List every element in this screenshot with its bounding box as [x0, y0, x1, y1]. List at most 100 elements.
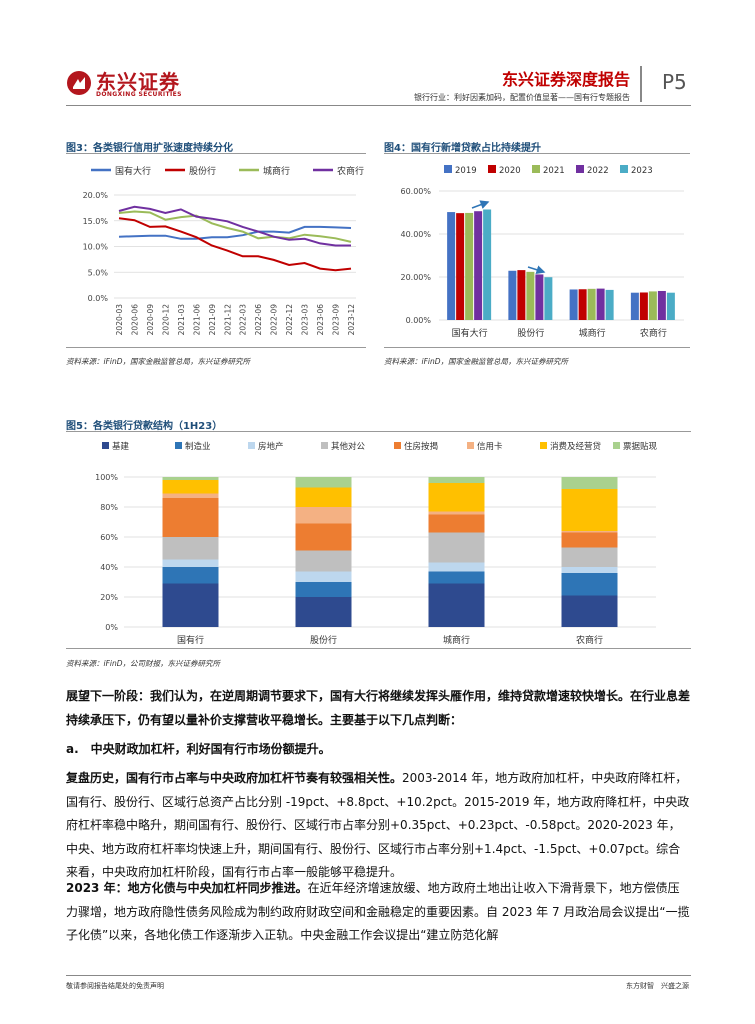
fig5-legend-swatch: [540, 442, 547, 449]
page-number: P5: [662, 70, 687, 94]
fig4-legend-swatch: [488, 165, 496, 173]
fig5-bar-segment: [561, 477, 618, 489]
logo-text: 东兴证券: [96, 70, 180, 94]
paragraph-history-text: 2003-2014 年，地方政府加杠杆，中央政府降杠杆，国有行、股份行、区域行总…: [66, 771, 690, 879]
fig3-legend-label: 股份行: [189, 165, 216, 177]
fig3-ytick: 20.0%: [83, 191, 109, 200]
fig3-xtick: 2023-12: [347, 304, 356, 336]
fig4-bar: [508, 270, 517, 320]
fig5-bar-segment: [295, 597, 352, 627]
fig3-ytick: 15.0%: [83, 217, 109, 226]
fig3-xtick: 2023-03: [301, 304, 310, 336]
fig5-bar-segment: [561, 489, 618, 531]
fig5-ytick: 40%: [100, 563, 118, 572]
fig4-legend-swatch: [620, 165, 628, 173]
fig5-bar-segment: [428, 514, 485, 533]
fig4-legend-label: 2021: [543, 166, 565, 176]
fig5-bar-segment: [162, 493, 219, 498]
fig3-series-line: [118, 210, 352, 243]
fig4-bar: [657, 290, 666, 320]
fig3-xtick: 2020-09: [146, 304, 155, 336]
fig5-xtick: 城商行: [443, 634, 470, 646]
fig4-legend-label: 2023: [631, 166, 653, 176]
fig4-bar: [630, 292, 639, 320]
fig5-bar-segment: [295, 550, 352, 572]
fig5-legend-label: 住房按揭: [404, 441, 439, 452]
fig5-bar-segment: [428, 511, 485, 515]
fig5-bar-segment: [561, 531, 618, 533]
fig5-bar-segment: [162, 477, 219, 480]
fig4-legend-swatch: [444, 165, 452, 173]
fig4-bar: [474, 211, 483, 320]
fig5-bar-segment: [428, 583, 485, 627]
fig4-ytick: 20.00%: [400, 273, 431, 282]
fig5-xtick: 国有行: [177, 634, 204, 646]
fig4-bar: [666, 292, 675, 320]
fig5-ytick: 100%: [95, 473, 118, 482]
fig3-xtick: 2020-06: [130, 304, 139, 336]
paragraph-2023-text: 在近年经济增速放缓、地方政府土地出让收入下滑背景下，地方偿债压力骤增，地方政府隐…: [66, 881, 690, 942]
header-rule: [66, 105, 691, 106]
fig3-ytick: 10.0%: [83, 243, 109, 252]
fig3-xtick: 2021-03: [177, 304, 186, 336]
fig4-legend-swatch: [532, 165, 540, 173]
fig3-xtick: 2020-03: [115, 304, 124, 336]
fig4-bar: [456, 213, 465, 320]
report-title: 东兴证券深度报告: [501, 70, 630, 89]
fig3-xtick: 2022-06: [254, 304, 263, 336]
fig4-bar: [535, 274, 544, 320]
fig5-bar-segment: [561, 547, 618, 567]
fig4-bar: [526, 271, 535, 320]
paragraph-history: 复盘历史，国有行市占率与中央政府加杠杆节奏有较强相关性。2003-2014 年，…: [66, 767, 691, 885]
fig5-bar-segment: [162, 567, 219, 584]
fig4-title-rule: [384, 153, 690, 154]
fig4-legend-label: 2019: [455, 166, 477, 176]
fig3-xtick: 2023-06: [316, 304, 325, 336]
section-a-heading: a. 中央财政加杠杆，利好国有行市场份额提升。: [66, 742, 331, 756]
fig4-bar: [605, 289, 614, 320]
fig4-bar: [447, 212, 456, 320]
fig5-bar-segment: [295, 487, 352, 507]
fig5-ytick: 60%: [100, 533, 118, 542]
fig4-xtick: 股份行: [517, 327, 544, 339]
fig3-title: 图3：各类银行信用扩张速度持续分化: [66, 143, 233, 154]
fig5-legend-label: 制造业: [185, 441, 211, 452]
fig4-bar: [544, 277, 553, 320]
paragraph-2023-lead: 2023 年：地方化债与中央加杠杆同步推进。: [66, 881, 308, 895]
fig5-ytick: 0%: [105, 623, 118, 632]
fig5-xtick: 股份行: [310, 634, 337, 646]
fig4-bar: [578, 289, 587, 320]
fig5-ytick: 20%: [100, 593, 118, 602]
fig5-legend-label: 信用卡: [477, 441, 503, 452]
fig5-legend-swatch: [102, 442, 109, 449]
logo-subtext: DONGXING SECURITIES: [96, 91, 182, 98]
fig3-source: 资料来源：iFinD，国家金融监管总局，东兴证券研究所: [66, 357, 251, 366]
fig4-ytick: 40.00%: [400, 230, 431, 239]
fig4-bottom-rule: [384, 347, 690, 348]
fig4-bar: [587, 288, 596, 320]
fig4-bar: [596, 288, 605, 320]
fig3-ytick: 5.0%: [88, 268, 109, 277]
fig5-legend-swatch: [321, 442, 328, 449]
fig4-xtick: 农商行: [640, 327, 667, 339]
fig5-bottom-rule: [66, 648, 691, 649]
fig5-title-rule: [66, 431, 691, 432]
header-divider: [640, 66, 642, 102]
fig3-bottom-rule: [66, 347, 366, 348]
fig5-bar-segment: [428, 571, 485, 584]
fig5-bar-segment: [162, 480, 219, 494]
fig3-ytick: 0.0%: [88, 294, 109, 303]
fig5-legend-label: 房地产: [258, 441, 284, 452]
fig3-xtick: 2021-06: [192, 304, 201, 336]
fig5-bar-segment: [561, 532, 618, 548]
fig3-xtick: 2020-12: [161, 304, 170, 336]
fig3-xtick: 2023-09: [332, 304, 341, 336]
fig5-bar-segment: [561, 573, 618, 596]
fig3-xtick: 2021-09: [208, 304, 217, 336]
fig5-legend-swatch: [467, 442, 474, 449]
fig5-bar-segment: [162, 537, 219, 560]
fig5-legend-swatch: [613, 442, 620, 449]
fig4-bar: [483, 209, 492, 320]
fig5-source: 资料来源：iFinD，公司财报，东兴证券研究所: [66, 659, 221, 668]
fig5-bar-segment: [561, 595, 618, 627]
